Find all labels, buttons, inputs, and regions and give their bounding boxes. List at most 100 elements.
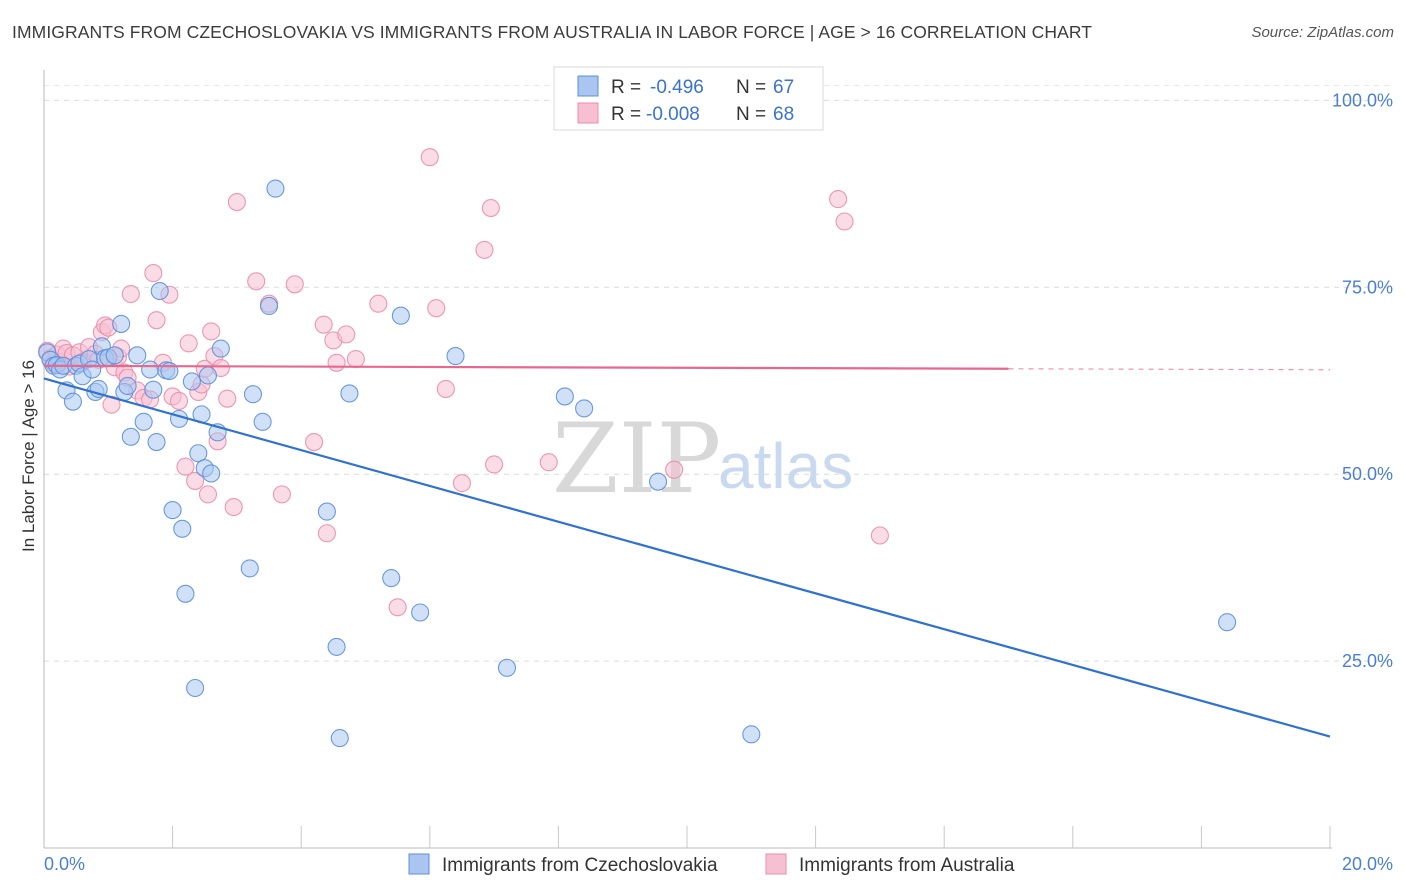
series-australia-points [38,148,889,617]
point-australia [420,148,439,167]
trend-line-czechoslovakia [43,377,1331,738]
legend-swatch-czechoslovakia [577,75,599,97]
point-czechoslovakia [330,729,349,748]
point-czechoslovakia [105,346,124,365]
point-czechoslovakia [742,725,761,744]
y-tick-label: 75.0% [1342,277,1393,297]
point-czechoslovakia [327,637,346,656]
watermark: ZIP atlas [552,403,853,515]
legend-r-value-1: -0.496 [650,77,704,98]
point-australia [485,455,504,474]
point-czechoslovakia [382,569,401,588]
point-czechoslovakia [176,584,195,603]
point-czechoslovakia [253,412,272,431]
point-czechoslovakia [182,372,201,391]
trend-line-australia-extension [1008,368,1331,371]
y-tick-label: 50.0% [1342,464,1393,484]
point-czechoslovakia [340,384,359,403]
point-australia [327,353,346,372]
point-czechoslovakia [144,380,163,399]
point-australia [186,471,205,490]
point-czechoslovakia [266,179,285,198]
point-australia [388,598,407,617]
point-australia [227,193,246,212]
point-czechoslovakia [63,392,82,411]
bottom-legend-label-australia: Immigrants from Australia [799,855,1015,876]
point-czechoslovakia [163,501,182,520]
bottom-legend-swatch-czechoslovakia [408,853,430,875]
legend-n-label-1: N = [736,77,766,98]
point-australia [179,334,198,353]
point-australia [247,272,266,291]
point-australia [305,432,324,452]
point-australia [346,350,365,369]
point-czechoslovakia [391,306,410,325]
point-czechoslovakia [198,366,218,385]
x-tick-label-min: 0.0% [44,854,85,874]
point-australia [870,526,889,545]
point-czechoslovakia [497,658,517,677]
point-czechoslovakia [118,376,137,396]
point-czechoslovakia [112,314,131,333]
point-australia [337,325,356,344]
point-czechoslovakia [555,387,574,406]
axes [43,70,1332,849]
legend-r-label-2: R = [611,104,641,125]
y-tick-labels: 25.0% 50.0% 75.0% 100.0% [1332,90,1393,671]
point-australia [369,294,388,313]
legend-swatch-australia [577,102,599,124]
point-australia [539,453,558,472]
series-czechoslovakia-points [38,179,1237,748]
y-axis-label: In Labor Force | Age > 16 [19,360,38,552]
point-czechoslovakia [202,464,221,483]
bottom-legend: Immigrants from Czechoslovakia Immigrant… [408,853,1015,876]
point-czechoslovakia [121,427,140,446]
point-czechoslovakia [186,678,205,698]
point-australia [285,275,304,294]
point-australia [144,264,163,283]
point-czechoslovakia [150,281,169,301]
point-australia [835,212,854,231]
point-czechoslovakia [243,385,263,404]
point-australia [317,524,336,543]
point-australia [314,315,333,334]
x-ticks [172,826,1331,848]
x-tick-label-max: 20.0% [1342,854,1393,874]
point-czechoslovakia [649,472,668,491]
trend-line-australia [43,364,1009,370]
point-australia [169,391,189,410]
point-australia [665,460,684,479]
bottom-legend-label-czechoslovakia: Immigrants from Czechoslovakia [442,855,718,876]
y-tick-label: 25.0% [1342,651,1393,671]
chart-source: Source: ZipAtlas.com [1251,24,1394,41]
point-czechoslovakia [147,432,166,452]
legend-r-value-2: -0.008 [646,104,700,125]
point-australia [121,284,140,304]
point-australia [202,322,221,341]
point-australia [218,389,237,408]
point-australia [198,485,218,504]
chart-title: IMMIGRANTS FROM CZECHOSLOVAKIA VS IMMIGR… [12,22,1093,42]
point-czechoslovakia [141,360,160,379]
point-czechoslovakia [259,296,279,316]
point-australia [829,190,848,209]
point-australia [272,485,291,504]
point-czechoslovakia [446,347,465,366]
point-czechoslovakia [211,339,230,358]
point-australia [427,299,446,318]
legend-n-value-2: 68 [773,104,794,125]
y-tick-label: 100.0% [1332,90,1393,110]
point-czechoslovakia [240,559,259,578]
point-australia [481,198,500,218]
watermark-zip: ZIP [552,403,721,515]
point-czechoslovakia [173,519,192,538]
point-australia [224,498,243,517]
point-czechoslovakia [134,412,153,431]
watermark-atlas: atlas [718,430,853,502]
point-australia [176,457,195,476]
trend-lines [43,364,1331,738]
point-czechoslovakia [317,502,336,521]
point-australia [147,311,166,330]
legend-box: R = -0.496 N = 67 R = -0.008 N = 68 [553,66,824,131]
